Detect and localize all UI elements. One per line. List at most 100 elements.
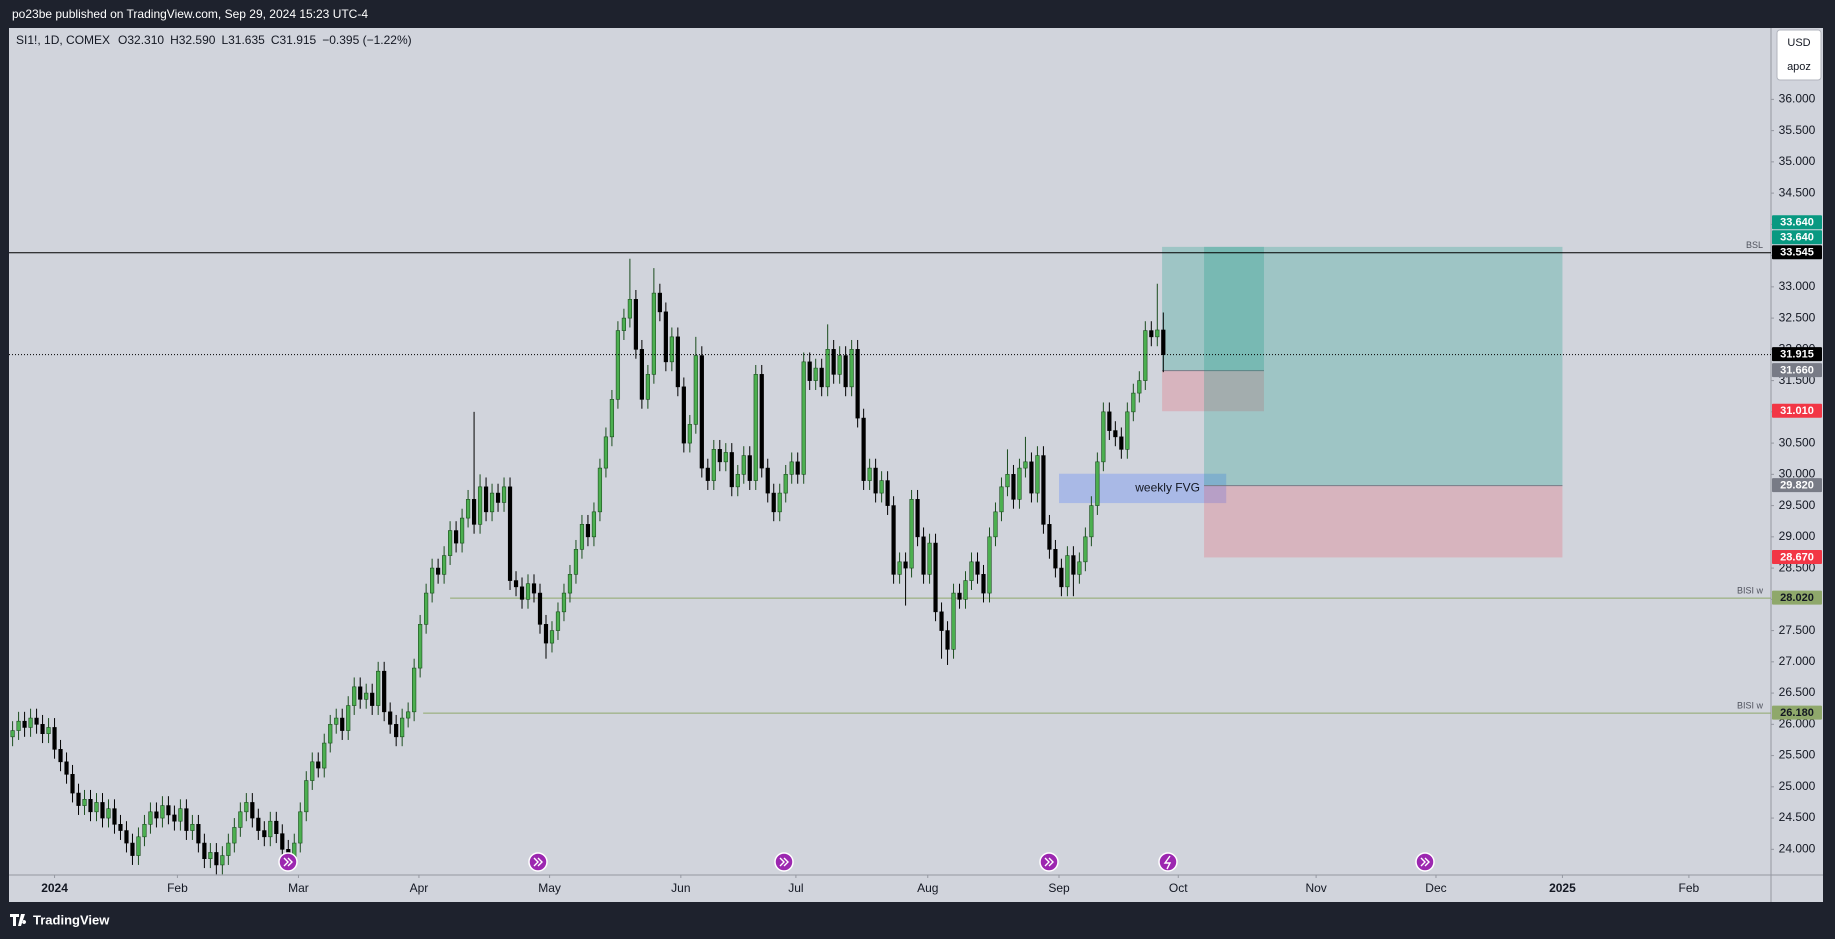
- unit-label[interactable]: apoz: [1787, 61, 1811, 73]
- candle-body: [226, 842, 231, 856]
- candle-body: [759, 374, 764, 469]
- y-tick-label: 24.500: [1779, 810, 1816, 824]
- y-tick-label: 30.500: [1779, 435, 1816, 449]
- candle-body: [1143, 330, 1148, 381]
- y-tick-label: 24.000: [1779, 841, 1816, 855]
- y-tick-label: 35.500: [1779, 123, 1816, 137]
- candle-body: [807, 361, 812, 381]
- candle-body: [819, 367, 824, 388]
- candle-body: [663, 311, 668, 363]
- x-tick-label: Oct: [1169, 881, 1188, 895]
- x-tick-label: Aug: [917, 881, 938, 895]
- candle-body: [28, 717, 33, 728]
- unit-box[interactable]: [1776, 29, 1822, 81]
- candle-body: [615, 330, 621, 400]
- currency[interactable]: USD: [1787, 37, 1810, 49]
- event-glyph: [1044, 857, 1054, 867]
- y-tick-label: 34.500: [1779, 185, 1816, 199]
- candle-body: [1083, 536, 1088, 563]
- price-tag: [1772, 230, 1822, 245]
- candle-body: [981, 574, 986, 594]
- price-tag-label: 28.670: [1780, 551, 1814, 563]
- candle-body: [741, 455, 746, 475]
- candle-body: [1077, 561, 1082, 575]
- x-tick-label: Sep: [1048, 881, 1070, 895]
- candle-body: [903, 561, 908, 569]
- event-glyph: [283, 857, 293, 867]
- candle-body: [531, 583, 537, 594]
- price-tag-label: 31.010: [1780, 405, 1814, 417]
- candle-body: [537, 592, 543, 625]
- candle-body: [88, 799, 93, 813]
- candle-body: [519, 586, 525, 600]
- plot-area: [9, 28, 1771, 875]
- candle-body: [699, 355, 704, 469]
- candle-body: [573, 549, 579, 575]
- price-tag: [1772, 705, 1822, 720]
- price-tag: [1772, 363, 1822, 378]
- candle-body: [561, 592, 567, 613]
- candle-body: [214, 852, 219, 866]
- candle-body: [244, 802, 249, 813]
- candle-body: [58, 749, 63, 763]
- price-tag-label: 29.820: [1780, 479, 1814, 491]
- candle-body: [465, 499, 471, 519]
- candle-body: [477, 486, 483, 525]
- price-tag: [1772, 403, 1822, 418]
- candle-body: [747, 455, 752, 481]
- candle-body: [1095, 461, 1100, 506]
- candle-body: [621, 317, 627, 331]
- candle-body: [1035, 455, 1040, 494]
- candle-body: [765, 467, 770, 494]
- y-tick-label: 35.000: [1779, 154, 1816, 168]
- candle-body: [1155, 329, 1160, 338]
- candle-body: [40, 724, 45, 734]
- candle-body: [975, 561, 980, 575]
- y-tick-label: 33.000: [1779, 279, 1816, 293]
- candle-body: [154, 811, 159, 819]
- candle-body: [1029, 461, 1034, 494]
- candle-body: [382, 670, 387, 713]
- candle-body: [963, 580, 968, 600]
- x-tick-label: May: [538, 881, 561, 895]
- candle-body: [1017, 467, 1022, 500]
- candle-body: [400, 717, 405, 738]
- candle-body: [436, 567, 441, 575]
- candle-body: [52, 727, 57, 750]
- candle-body: [723, 452, 728, 463]
- event-icon[interactable]: [1158, 852, 1178, 872]
- y-tick-label: 27.500: [1779, 623, 1816, 637]
- candle-body: [202, 842, 207, 859]
- event-glyph: [533, 857, 543, 867]
- x-tick-label: Dec: [1425, 881, 1446, 895]
- price-tag: [1772, 549, 1822, 564]
- y-tick-label: 26.500: [1779, 685, 1816, 699]
- candle-body: [825, 349, 830, 388]
- candle-body: [424, 592, 429, 625]
- candle-body: [208, 852, 213, 859]
- candle-body: [190, 824, 195, 831]
- legend-symbol: SI1!, 1D, COMEX: [16, 33, 110, 47]
- x-tick-label: Nov: [1305, 881, 1326, 895]
- candle-body: [364, 692, 369, 700]
- x-tick-label: 2025: [1549, 881, 1576, 895]
- candle-body: [891, 505, 896, 575]
- price-tag: [1772, 215, 1822, 230]
- candle-body: [777, 492, 782, 513]
- price-tag-label: 33.640: [1780, 232, 1814, 244]
- candle-body: [831, 349, 836, 375]
- loss-zone: [1204, 485, 1563, 558]
- candle-body: [771, 492, 776, 513]
- candle-body: [483, 486, 489, 513]
- candle-body: [118, 824, 123, 831]
- candle-body: [250, 802, 255, 819]
- candle-body: [1089, 505, 1094, 538]
- candle-body: [10, 730, 15, 738]
- candle-body: [873, 467, 878, 494]
- candle-body: [1005, 474, 1010, 488]
- candle-body: [729, 452, 734, 488]
- candle-body: [795, 461, 800, 475]
- candle-body: [897, 561, 902, 575]
- candle-body: [442, 555, 447, 575]
- candle-body: [507, 486, 513, 581]
